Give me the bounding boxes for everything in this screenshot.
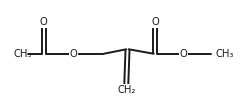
Text: CH₂: CH₂ (117, 85, 136, 95)
Text: CH₃: CH₃ (14, 49, 32, 59)
Text: O: O (70, 49, 78, 59)
Text: O: O (151, 17, 159, 27)
Text: CH₃: CH₃ (215, 49, 234, 59)
Text: O: O (180, 49, 188, 59)
Text: O: O (40, 17, 48, 27)
